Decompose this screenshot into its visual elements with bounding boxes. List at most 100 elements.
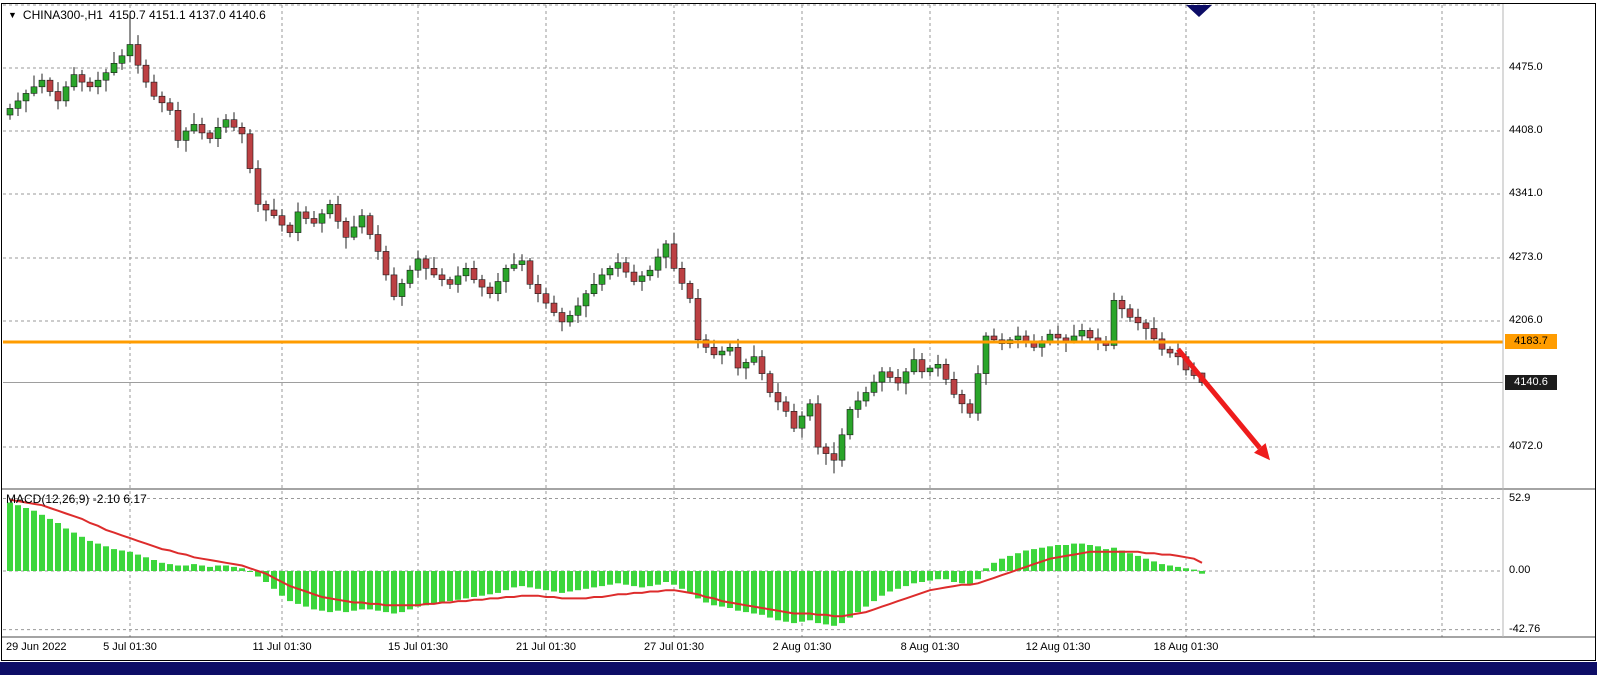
macd-histogram-bar bbox=[279, 571, 285, 596]
macd-histogram-bar bbox=[799, 571, 805, 622]
macd-histogram-bar bbox=[991, 562, 997, 571]
candle-body bbox=[886, 371, 894, 378]
bottom-scrollbar[interactable] bbox=[0, 662, 1597, 675]
trend-arrow-head bbox=[1254, 443, 1270, 461]
symbol-ohlc-values: 4150.7 4151.1 4137.0 4140.6 bbox=[108, 8, 266, 22]
macd-histogram-bar bbox=[855, 571, 861, 613]
candle-body bbox=[206, 132, 214, 139]
macd-histogram-bar bbox=[207, 566, 213, 571]
macd-histogram-bar bbox=[143, 557, 149, 571]
macd-histogram-bar bbox=[975, 571, 981, 580]
macd-histogram-bar bbox=[1039, 547, 1045, 571]
candle-body bbox=[414, 258, 422, 271]
macd-histogram-bar bbox=[439, 571, 445, 603]
macd-histogram-bar bbox=[879, 571, 885, 596]
candle-body bbox=[46, 79, 54, 92]
candle-body bbox=[1118, 299, 1126, 310]
macd-histogram-bar bbox=[911, 571, 917, 584]
candle-body bbox=[550, 302, 558, 313]
macd-histogram-bar bbox=[743, 571, 749, 613]
candle-body bbox=[350, 226, 358, 238]
macd-histogram-bar bbox=[391, 571, 397, 614]
candle-body bbox=[582, 293, 590, 307]
candle-body bbox=[566, 315, 574, 323]
macd-histogram-bar bbox=[135, 554, 141, 571]
price-axis-tick: 4341.0 bbox=[1509, 187, 1543, 200]
candle-body bbox=[86, 81, 94, 88]
macd-histogram-bar bbox=[231, 566, 237, 571]
chart-border bbox=[1, 3, 1596, 661]
macd-axis-tick: -42.76 bbox=[1509, 622, 1541, 635]
candle-body bbox=[510, 264, 518, 269]
macd-histogram-bar bbox=[1111, 547, 1117, 571]
candle-body bbox=[398, 283, 406, 297]
macd-histogram-bar bbox=[623, 571, 629, 585]
candle-body bbox=[214, 127, 222, 139]
macd-histogram-bar bbox=[295, 571, 301, 604]
candle-body bbox=[670, 243, 678, 269]
candle-body bbox=[174, 110, 182, 141]
candle-body bbox=[622, 262, 630, 273]
macd-histogram-bar bbox=[775, 571, 781, 621]
candle-body bbox=[198, 124, 206, 134]
candle-body bbox=[438, 274, 446, 280]
macd-histogram-bar bbox=[655, 571, 661, 585]
symbol-dropdown-icon[interactable]: ▼ bbox=[8, 10, 17, 20]
current-price-tag: 4140.6 bbox=[1505, 374, 1557, 390]
macd-axis-tick: 52.9 bbox=[1509, 491, 1531, 504]
candle-body bbox=[494, 281, 502, 294]
candle-body bbox=[158, 95, 166, 104]
macd-histogram-bar bbox=[1127, 553, 1133, 571]
macd-histogram-bar bbox=[615, 571, 621, 584]
time-axis-label: 15 Jul 01:30 bbox=[388, 641, 448, 653]
macd-indicator-label: MACD(12,26,9) -2.10 6.17 bbox=[6, 492, 147, 506]
candle-body bbox=[534, 283, 542, 294]
macd-histogram-bar bbox=[935, 571, 941, 580]
candle-body bbox=[974, 373, 982, 414]
candle-body bbox=[766, 373, 774, 393]
macd-histogram-bar bbox=[1031, 549, 1037, 571]
candle-body bbox=[342, 221, 350, 238]
candle-body bbox=[1126, 308, 1134, 318]
time-axis-label: 29 Jun 2022 bbox=[6, 641, 67, 653]
macd-histogram-bar bbox=[591, 571, 597, 588]
macd-histogram-bar bbox=[119, 550, 125, 571]
macd-histogram-bar bbox=[607, 571, 613, 585]
macd-histogram-bar bbox=[887, 571, 893, 592]
candle-body bbox=[710, 346, 718, 356]
macd-histogram-bar bbox=[223, 565, 229, 571]
macd-histogram-bar bbox=[95, 543, 101, 571]
macd-histogram-bar bbox=[711, 571, 717, 606]
macd-histogram-bar bbox=[447, 571, 453, 602]
time-axis-label: 18 Aug 01:30 bbox=[1153, 641, 1219, 653]
macd-histogram-bar bbox=[303, 571, 309, 607]
candle-body bbox=[598, 274, 606, 285]
macd-histogram-bar bbox=[1095, 546, 1101, 571]
candle-body bbox=[22, 93, 30, 102]
macd-histogram-bar bbox=[1087, 545, 1093, 571]
macd-histogram-bar bbox=[919, 571, 925, 582]
macd-histogram-bar bbox=[1135, 555, 1141, 571]
macd-histogram-bar bbox=[199, 565, 205, 571]
macd-histogram-bar bbox=[727, 571, 733, 608]
candle-body bbox=[326, 204, 334, 215]
macd-histogram-bar bbox=[535, 571, 541, 589]
candle-body bbox=[1142, 322, 1150, 329]
macd-histogram-bar bbox=[1167, 565, 1173, 571]
macd-histogram-bar bbox=[343, 571, 349, 613]
candle-body bbox=[462, 267, 470, 277]
macd-histogram-bar bbox=[791, 571, 797, 624]
price-axis-tick: 4072.0 bbox=[1509, 440, 1543, 453]
chart-shift-marker-icon[interactable] bbox=[1186, 5, 1212, 17]
candle-body bbox=[1134, 316, 1142, 324]
candle-body bbox=[478, 279, 486, 288]
candle-body bbox=[526, 260, 534, 285]
macd-histogram-bar bbox=[583, 571, 589, 589]
candle-body bbox=[902, 371, 910, 384]
candle-body bbox=[454, 275, 462, 285]
candle-body bbox=[422, 258, 430, 269]
candle-body bbox=[918, 359, 926, 373]
candle-body bbox=[102, 72, 110, 81]
candle-body bbox=[166, 102, 174, 111]
